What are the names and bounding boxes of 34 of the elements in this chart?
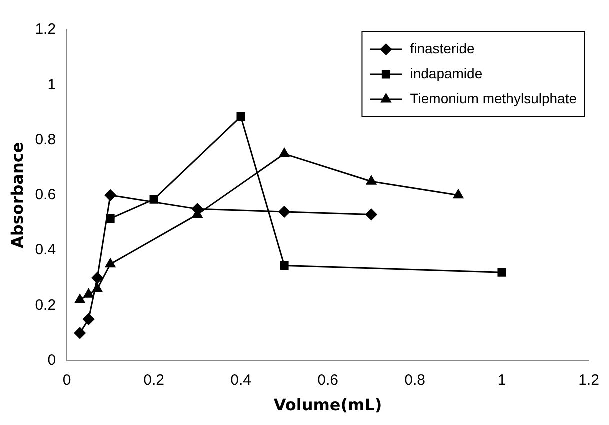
point [92, 272, 104, 284]
point [278, 206, 290, 218]
y-tick-label: 0.8 [35, 131, 56, 148]
point [75, 294, 86, 304]
point [279, 148, 290, 158]
point [74, 327, 86, 339]
x-tick-label: 1 [498, 372, 506, 389]
legend-label: Tiemonium methylsulphate [410, 90, 578, 106]
point [366, 176, 377, 185]
legend-label: indapamide [410, 65, 483, 82]
point [84, 288, 94, 298]
y-tick-label: 0 [48, 352, 56, 369]
y-tick-label: 0.2 [35, 296, 56, 314]
y-tick-label: 0.4 [35, 242, 56, 259]
legend-label: finasteride [410, 40, 476, 56]
y-axis-title: Absorbance [8, 142, 27, 249]
point [366, 208, 378, 220]
point [453, 190, 464, 199]
point [280, 261, 289, 270]
point [236, 112, 246, 122]
point [105, 258, 116, 268]
x-tick-label: 0.4 [230, 372, 252, 389]
y-tick-label: 1.2 [35, 21, 56, 38]
y-tick-label: 0.6 [35, 186, 56, 204]
x-tick-label: 1.2 [578, 372, 600, 389]
point [83, 314, 95, 326]
x-tick-label: 0 [62, 372, 72, 389]
point [104, 190, 116, 202]
x-tick-label: 0.6 [318, 372, 338, 389]
point [498, 268, 506, 277]
x-tick-label: 0.2 [144, 372, 164, 389]
x-axis-title: Volume(mL) [274, 396, 382, 415]
y-tick-label: 1 [48, 76, 56, 94]
x-tick-label: 0.8 [404, 372, 426, 389]
